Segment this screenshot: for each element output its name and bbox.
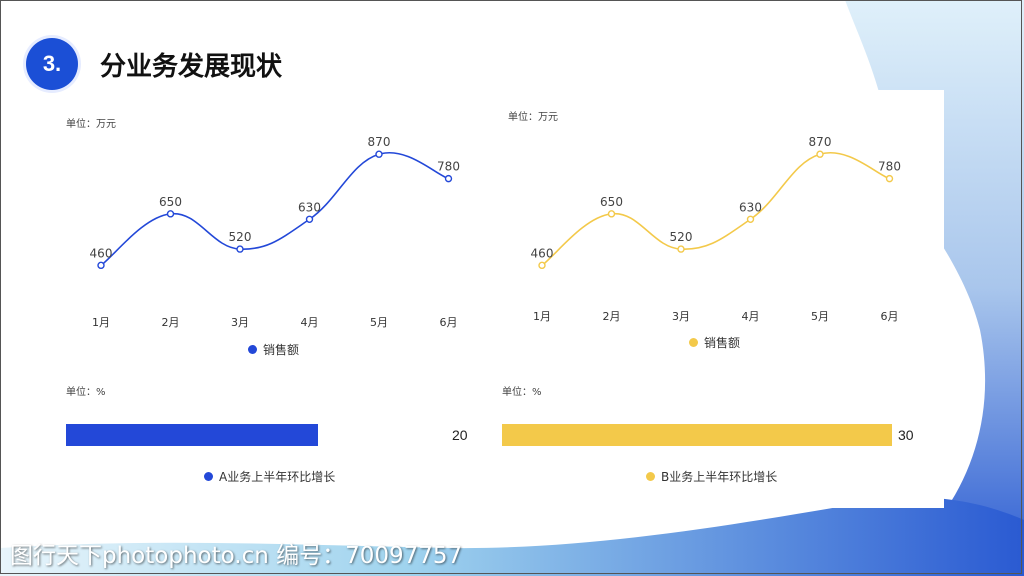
x-tick-label: 3月 <box>231 316 249 329</box>
x-tick-label: 3月 <box>672 310 690 323</box>
data-label: 460 <box>531 246 554 260</box>
series-line-sales <box>100 152 449 266</box>
data-label: 650 <box>159 195 182 209</box>
left-line-legend: 销售额 <box>248 341 299 358</box>
legend-label: A业务上半年环比增长 <box>219 470 336 484</box>
right-bar-unit: 单位：% <box>502 387 542 398</box>
legend-dot <box>646 472 655 481</box>
left-chart-panel: 单位：万元 460 1月 650 2月 520 3月 630 4月 870 5月 780 6月 销售额… <box>48 97 492 507</box>
section-number-badge: 3. <box>26 38 78 90</box>
data-point <box>885 174 894 183</box>
data-label: 630 <box>298 200 321 214</box>
series-line-sales <box>541 152 890 266</box>
data-label: 630 <box>739 200 762 214</box>
left-line-unit: 单位：万元 <box>66 119 116 130</box>
bar-b-growth <box>502 424 892 446</box>
section-number: 3. <box>42 51 62 76</box>
watermark: 图行天下photophoto.cn 编号：70097757 <box>10 543 463 569</box>
left-bar-legend: A业务上半年环比增长 <box>204 468 335 485</box>
x-tick-label: 2月 <box>162 316 180 329</box>
bar-a-value: 20 <box>452 427 468 443</box>
data-point <box>538 261 546 270</box>
data-point <box>236 245 244 253</box>
data-label: 650 <box>600 195 623 209</box>
x-tick-label: 5月 <box>811 310 829 323</box>
x-tick-label: 4月 <box>301 316 319 329</box>
page-title: 分业务发展现状 <box>100 51 283 82</box>
data-point <box>166 210 175 218</box>
data-label: 780 <box>878 160 901 174</box>
section-header: 3. 分业务发展现状 <box>26 38 282 90</box>
x-tick-label: 5月 <box>370 316 388 329</box>
x-tick-label: 6月 <box>440 316 458 329</box>
right-bar-legend: B业务上半年环比增长 <box>646 468 777 485</box>
right-line-legend: 销售额 <box>689 334 740 351</box>
legend-label: 销售额 <box>263 343 300 357</box>
x-tick-label: 4月 <box>742 310 760 323</box>
data-point <box>816 150 824 158</box>
legend-label: B业务上半年环比增长 <box>661 470 778 484</box>
data-label: 780 <box>437 160 460 174</box>
bar-b-value: 30 <box>898 427 914 443</box>
data-point <box>677 245 685 253</box>
right-chart-panel: 单位：万元 460 1月 650 2月 520 3月 630 4月 870 5月 780 6月 销售额… <box>492 90 944 508</box>
legend-dot <box>204 472 213 481</box>
x-tick-label: 1月 <box>92 316 110 329</box>
left-line-chart: 460 1月 650 2月 520 3月 630 4月 870 5月 780 6月 <box>90 135 460 329</box>
x-tick-label: 1月 <box>533 310 551 323</box>
data-label: 870 <box>368 135 391 149</box>
x-tick-label: 6月 <box>881 310 899 323</box>
left-bar-unit: 单位：% <box>66 387 106 398</box>
bar-a-growth <box>66 424 318 446</box>
data-label: 460 <box>90 246 113 260</box>
x-tick-label: 2月 <box>603 310 621 323</box>
right-line-chart: 460 1月 650 2月 520 3月 630 4月 870 5月 780 6月 <box>531 135 901 323</box>
data-label: 520 <box>229 230 252 244</box>
data-point <box>607 210 616 218</box>
data-label: 520 <box>670 230 693 244</box>
data-point <box>444 174 453 183</box>
data-point <box>97 261 105 270</box>
data-point <box>305 215 314 223</box>
legend-dot <box>689 338 698 347</box>
data-point <box>375 150 383 158</box>
data-label: 870 <box>809 135 832 149</box>
right-line-unit: 单位：万元 <box>508 112 558 123</box>
legend-dot <box>248 345 257 354</box>
legend-label: 销售额 <box>704 336 741 350</box>
data-point <box>746 215 755 223</box>
